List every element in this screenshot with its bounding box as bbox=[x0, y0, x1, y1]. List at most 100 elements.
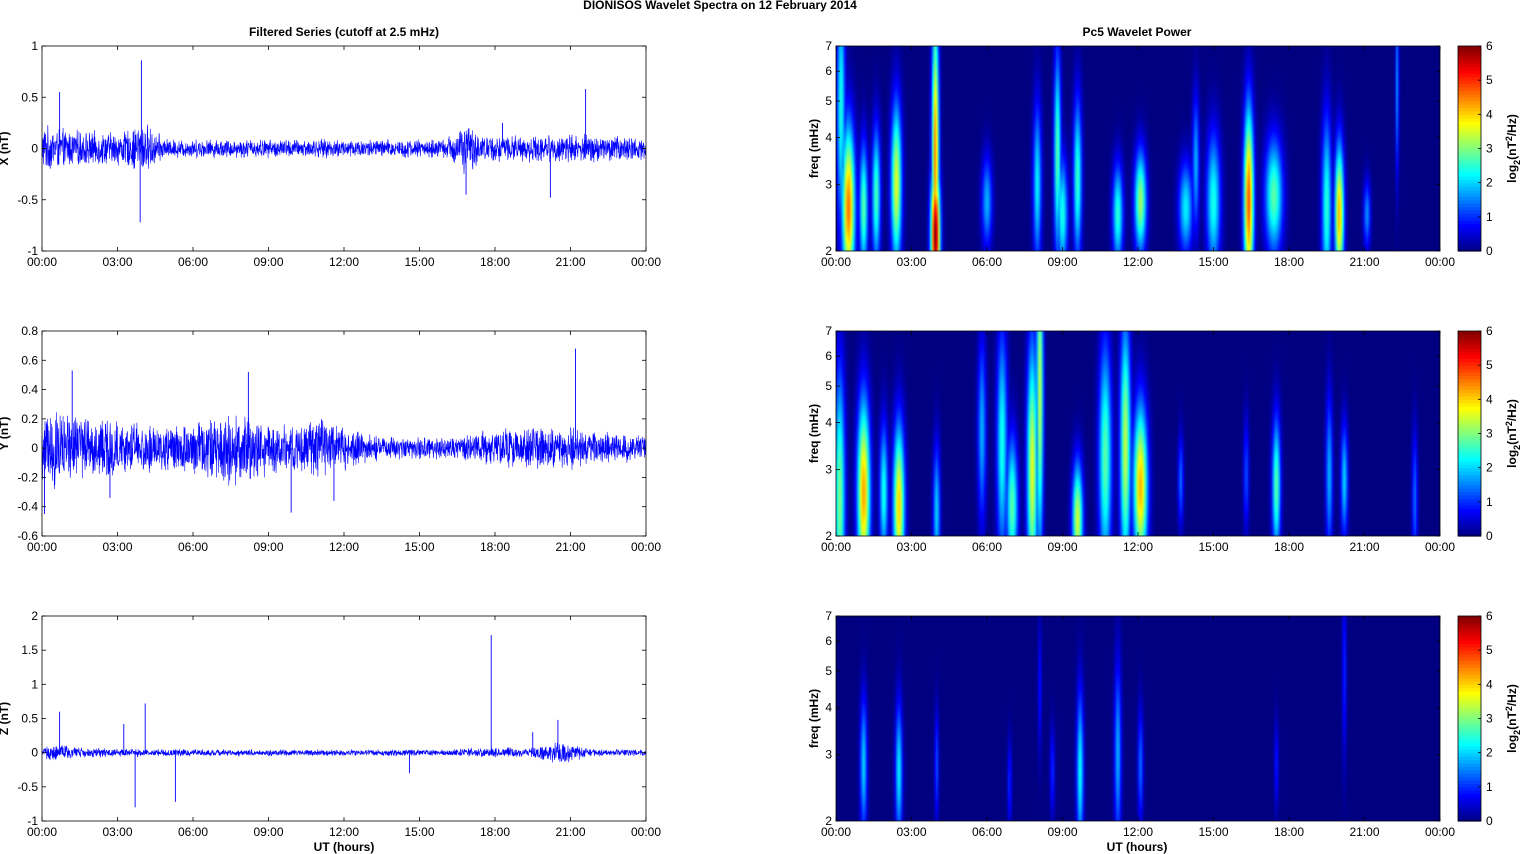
x-tick-label: 00:00 bbox=[821, 255, 851, 269]
colorbar-segment bbox=[1458, 128, 1481, 133]
x-tick-label: 15:00 bbox=[404, 255, 434, 269]
x-tick-label: 00:00 bbox=[821, 825, 851, 839]
colorbar-segment bbox=[1458, 525, 1481, 530]
y-tick-label: 3 bbox=[825, 463, 832, 477]
colorbar-segment bbox=[1458, 756, 1481, 761]
x-tick-label: 12:00 bbox=[1123, 825, 1153, 839]
x-tick-label: 18:00 bbox=[1274, 825, 1304, 839]
colorbar-segment bbox=[1458, 488, 1481, 493]
colorbar-segment bbox=[1458, 172, 1481, 177]
y-tick-label: -1 bbox=[27, 244, 38, 258]
left-xlabel: UT (hours) bbox=[314, 840, 375, 854]
x-tick-label: 09:00 bbox=[253, 540, 283, 554]
x-tick-label: 18:00 bbox=[480, 255, 510, 269]
y-tick-label: -1 bbox=[27, 814, 38, 828]
heatmap-raster bbox=[836, 331, 1440, 536]
y-tick-label: 6 bbox=[825, 634, 832, 648]
colorbar-segment bbox=[1458, 474, 1481, 479]
colorbar-segment bbox=[1458, 495, 1481, 500]
colorbar-segment bbox=[1458, 657, 1481, 662]
y-tick-label: 0 bbox=[31, 746, 38, 760]
colorbar-tick-label: 2 bbox=[1486, 746, 1493, 760]
x-tick-label: 15:00 bbox=[404, 825, 434, 839]
colorbar-segment bbox=[1458, 213, 1481, 218]
colorbar-segment bbox=[1458, 810, 1481, 815]
colorbar-segment bbox=[1458, 626, 1481, 631]
y-tick-label: 4 bbox=[825, 416, 832, 430]
x-tick-label: 18:00 bbox=[1274, 540, 1304, 554]
colorbar-segment bbox=[1458, 247, 1481, 252]
colorbar-segment bbox=[1458, 663, 1481, 668]
x-tick-label: 06:00 bbox=[178, 540, 208, 554]
colorbar-segment bbox=[1458, 814, 1481, 819]
colorbar-segment bbox=[1458, 454, 1481, 459]
colorbar-segment bbox=[1458, 138, 1481, 143]
colorbar-segment bbox=[1458, 646, 1481, 651]
colorbar-segment bbox=[1458, 436, 1481, 441]
colorbar-tick-label: 3 bbox=[1486, 427, 1493, 441]
colorbar-tick-label: 1 bbox=[1486, 780, 1493, 794]
y-tick-label: 2 bbox=[825, 814, 832, 828]
colorbar-segment bbox=[1458, 622, 1481, 627]
y-tick-label: -0.2 bbox=[17, 470, 38, 484]
plot-frame bbox=[41, 615, 647, 822]
colorbar-x-wavelet: 0 1 2 3 4 5 6 log2(nT2/Hz) bbox=[1457, 39, 1521, 258]
x-tick-label: 06:00 bbox=[972, 540, 1002, 554]
x-tick-label: 03:00 bbox=[896, 255, 926, 269]
colorbar-segment bbox=[1458, 508, 1481, 513]
x-tick-label: 12:00 bbox=[1123, 540, 1153, 554]
colorbar-segment bbox=[1458, 639, 1481, 644]
colorbar-segment bbox=[1458, 680, 1481, 685]
colorbar-segment bbox=[1458, 223, 1481, 228]
y-tick-label: 2 bbox=[31, 609, 38, 623]
colorbar-segment bbox=[1458, 372, 1481, 377]
colorbar-segment bbox=[1458, 711, 1481, 716]
colorbar-segment bbox=[1458, 636, 1481, 641]
colorbar-segment bbox=[1458, 780, 1481, 785]
colorbar-segment bbox=[1458, 721, 1481, 726]
colorbar-segment bbox=[1458, 406, 1481, 411]
colorbar-segment bbox=[1458, 244, 1481, 249]
colorbar-segment bbox=[1458, 344, 1481, 349]
y-axis-label: freq (mHz) bbox=[807, 119, 821, 178]
colorbar-segment bbox=[1458, 365, 1481, 370]
y-tick-label: 0.5 bbox=[21, 90, 38, 104]
colorbar-segment bbox=[1458, 237, 1481, 242]
colorbar-segment bbox=[1458, 643, 1481, 648]
y-tick-label: 5 bbox=[825, 379, 832, 393]
colorbar-segment bbox=[1458, 220, 1481, 225]
y-tick-label: 6 bbox=[825, 349, 832, 363]
colorbar-segment bbox=[1458, 443, 1481, 448]
colorbar-label: log2(nT2/Hz) bbox=[1504, 684, 1521, 753]
colorbar-segment bbox=[1458, 766, 1481, 771]
y-axis-label: freq (mHz) bbox=[807, 689, 821, 748]
colorbar-segment bbox=[1458, 790, 1481, 795]
colorbar-segment bbox=[1458, 196, 1481, 201]
y-tick-label: 0.5 bbox=[21, 712, 38, 726]
colorbar-segment bbox=[1458, 358, 1481, 363]
colorbar-segment bbox=[1458, 522, 1481, 527]
colorbar-segment bbox=[1458, 337, 1481, 342]
colorbar-segment bbox=[1458, 392, 1481, 397]
colorbar-segment bbox=[1458, 728, 1481, 733]
colorbar-tick-label: 3 bbox=[1486, 712, 1493, 726]
colorbar-segment bbox=[1458, 199, 1481, 204]
colorbar-segment bbox=[1458, 447, 1481, 452]
x-tick-label: 00:00 bbox=[631, 825, 661, 839]
colorbar-segment bbox=[1458, 169, 1481, 174]
x-tick-label: 21:00 bbox=[1349, 540, 1379, 554]
x-tick-label: 09:00 bbox=[1047, 255, 1077, 269]
y-tick-label: 0.4 bbox=[21, 383, 38, 397]
y-tick-label: 7 bbox=[825, 39, 832, 53]
colorbar-segment bbox=[1458, 114, 1481, 119]
heatmap-raster bbox=[836, 616, 1440, 821]
x-tick-label: 06:00 bbox=[972, 255, 1002, 269]
y-tick-label: 7 bbox=[825, 324, 832, 338]
colorbar-segment bbox=[1458, 416, 1481, 421]
y-axis-label: Z (nT) bbox=[0, 702, 11, 735]
colorbar-segment bbox=[1458, 90, 1481, 95]
colorbar-segment bbox=[1458, 179, 1481, 184]
colorbar-segment bbox=[1458, 477, 1481, 482]
colorbar-segment bbox=[1458, 59, 1481, 64]
x-tick-label: 15:00 bbox=[404, 540, 434, 554]
